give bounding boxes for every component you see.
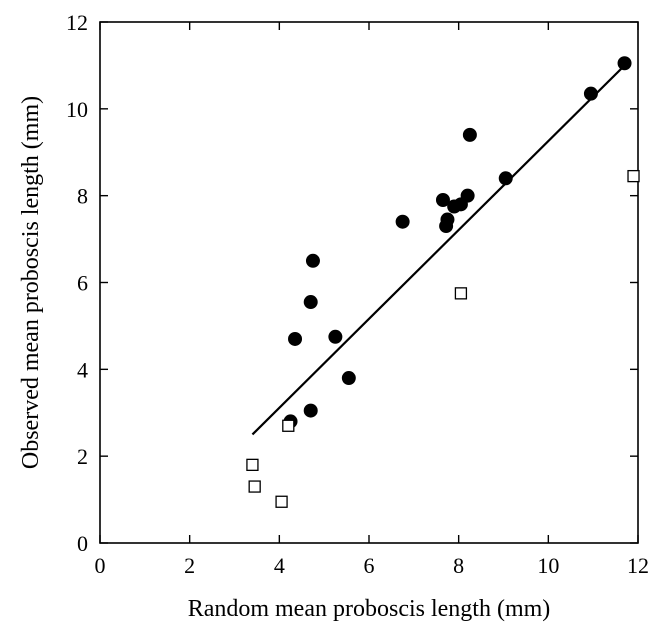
data-point-filled-circle [617,56,632,71]
y-tick-label: 12 [66,10,88,35]
y-axis-title: Observed mean proboscis length (mm) [18,96,44,469]
x-tick-label: 4 [274,553,285,578]
points-group [246,56,640,508]
ticks-group [99,21,639,544]
y-tick-label: 10 [66,97,88,122]
data-point-filled-circle [288,331,303,346]
y-tick-label: 0 [77,531,88,556]
y-tick-label: 4 [77,357,88,382]
x-tick-label: 10 [537,553,559,578]
data-point-filled-circle [341,371,356,386]
regression-line [251,62,628,436]
data-point-filled-circle [303,403,318,418]
x-axis-title: Random mean proboscis length (mm) [188,596,551,622]
data-point-filled-circle [305,253,320,268]
y-tick-label: 2 [77,444,88,469]
data-point-filled-circle [462,127,477,142]
tick-labels-group: 0 2 4 6 8 10 12 0 2 4 6 8 10 12 [66,10,649,578]
data-point-filled-circle [328,329,343,344]
data-point-open-square [454,287,468,300]
y-tick-label: 6 [77,271,88,296]
data-point-open-square [248,480,261,493]
plot-frame-group [99,21,639,544]
data-point-filled-circle [395,214,410,229]
x-tick-label: 0 [95,553,106,578]
data-point-open-square [282,419,295,432]
data-point-filled-circle [498,171,513,186]
data-point-filled-circle [435,193,450,208]
y-tick-label: 8 [77,184,88,209]
data-point-open-square [275,495,288,508]
plot-frame [99,21,639,544]
x-tick-label: 2 [184,553,195,578]
data-point-open-square [627,169,640,183]
fit-line-group [251,62,628,436]
x-tick-label: 12 [627,553,649,578]
data-point-filled-circle [460,188,475,203]
x-tick-label: 6 [364,553,375,578]
data-point-open-square [246,458,259,472]
data-point-filled-circle [303,295,318,310]
data-point-filled-circle [440,212,455,227]
data-point-filled-circle [583,86,598,101]
x-tick-label: 8 [453,553,464,578]
